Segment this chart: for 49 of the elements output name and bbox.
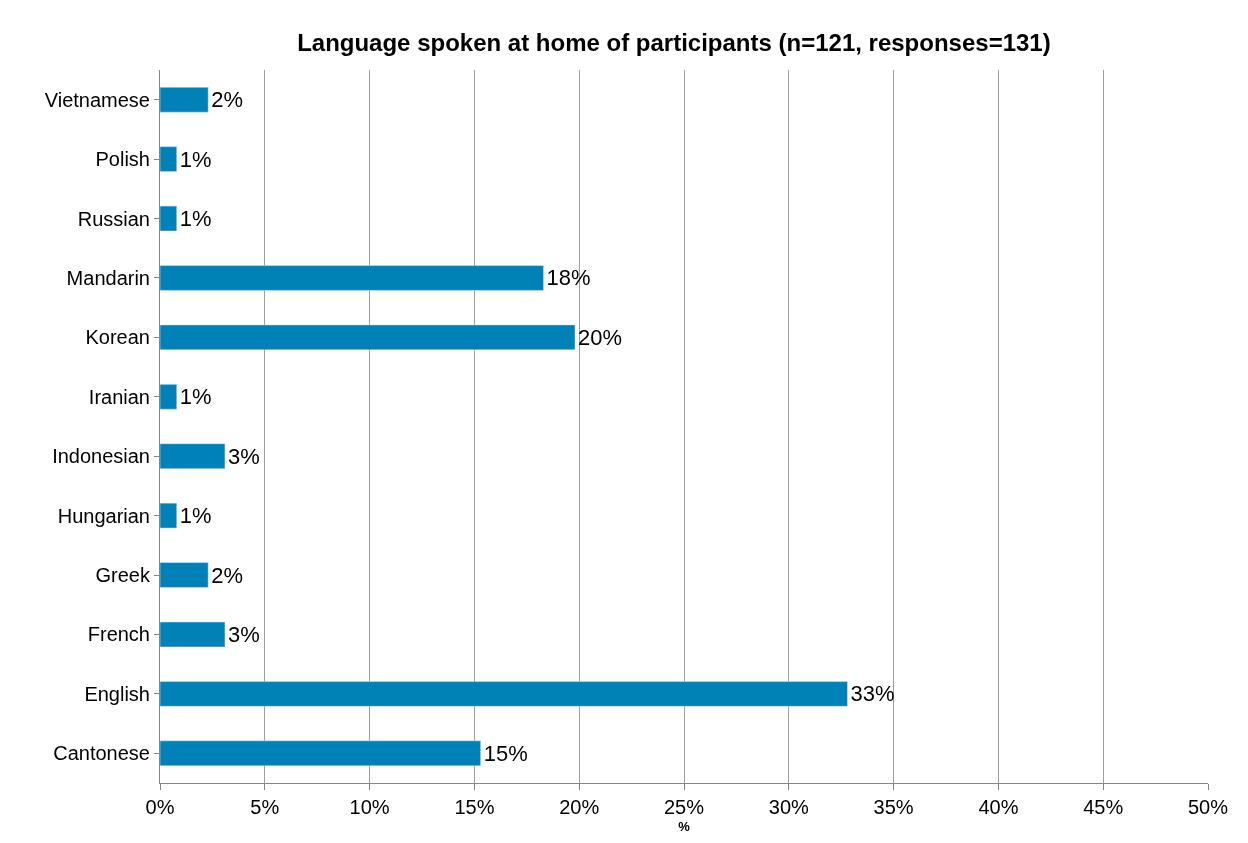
y-tick-label: Vietnamese xyxy=(44,88,150,111)
y-tick-label: Iranian xyxy=(88,385,150,408)
bar xyxy=(160,146,178,172)
x-tick-label: 5% xyxy=(250,796,280,818)
bar xyxy=(160,265,544,291)
data-label: 2% xyxy=(211,562,243,588)
bar xyxy=(160,681,848,707)
y-tick-label: English xyxy=(84,682,150,705)
data-label: 1% xyxy=(179,206,212,232)
y-tick-label: Russian xyxy=(77,207,150,230)
y-tick-label: Greek xyxy=(95,564,151,587)
y-tick-label: Korean xyxy=(85,326,150,349)
data-label: 3% xyxy=(227,621,260,647)
x-tick-label: 40% xyxy=(978,796,1019,818)
x-tick-label: 35% xyxy=(873,796,914,818)
bar xyxy=(160,740,481,767)
bar xyxy=(160,621,226,648)
y-tick-label: Mandarin xyxy=(66,266,150,289)
data-label: 18% xyxy=(546,265,591,291)
x-tick-label: 20% xyxy=(559,796,600,818)
data-label: 1% xyxy=(179,146,212,172)
x-tick-label: 10% xyxy=(349,796,390,818)
chart-title: Language spoken at home of participants (n=121, responses=131) xyxy=(297,28,1051,56)
x-tick-label: 25% xyxy=(663,796,705,818)
bar xyxy=(160,502,178,529)
x-tick-label: 15% xyxy=(454,796,495,818)
bar xyxy=(160,205,178,232)
y-tick-label: Indonesian xyxy=(52,445,150,468)
x-tick-label: 45% xyxy=(1083,796,1124,818)
y-tick-label: French xyxy=(87,623,150,646)
y-tick-label: Hungarian xyxy=(57,504,150,527)
x-tick-label: 50% xyxy=(1187,796,1229,818)
data-label: 33% xyxy=(850,681,895,707)
data-label: 2% xyxy=(211,87,243,113)
y-tick-label: Polish xyxy=(95,148,150,171)
x-tick-label: 30% xyxy=(768,796,810,818)
data-label: 20% xyxy=(578,324,622,350)
x-axis-title: % xyxy=(678,818,691,834)
bar xyxy=(160,562,209,588)
data-label: 15% xyxy=(483,740,528,766)
data-label: 1% xyxy=(179,503,212,529)
bar xyxy=(160,443,226,469)
data-label: 1% xyxy=(179,384,212,410)
bar xyxy=(160,384,178,410)
y-tick-label: Cantonese xyxy=(53,742,150,765)
bar xyxy=(160,86,209,113)
bar xyxy=(160,324,576,351)
data-label: 3% xyxy=(227,443,260,469)
x-tick-label: 0% xyxy=(145,796,175,818)
